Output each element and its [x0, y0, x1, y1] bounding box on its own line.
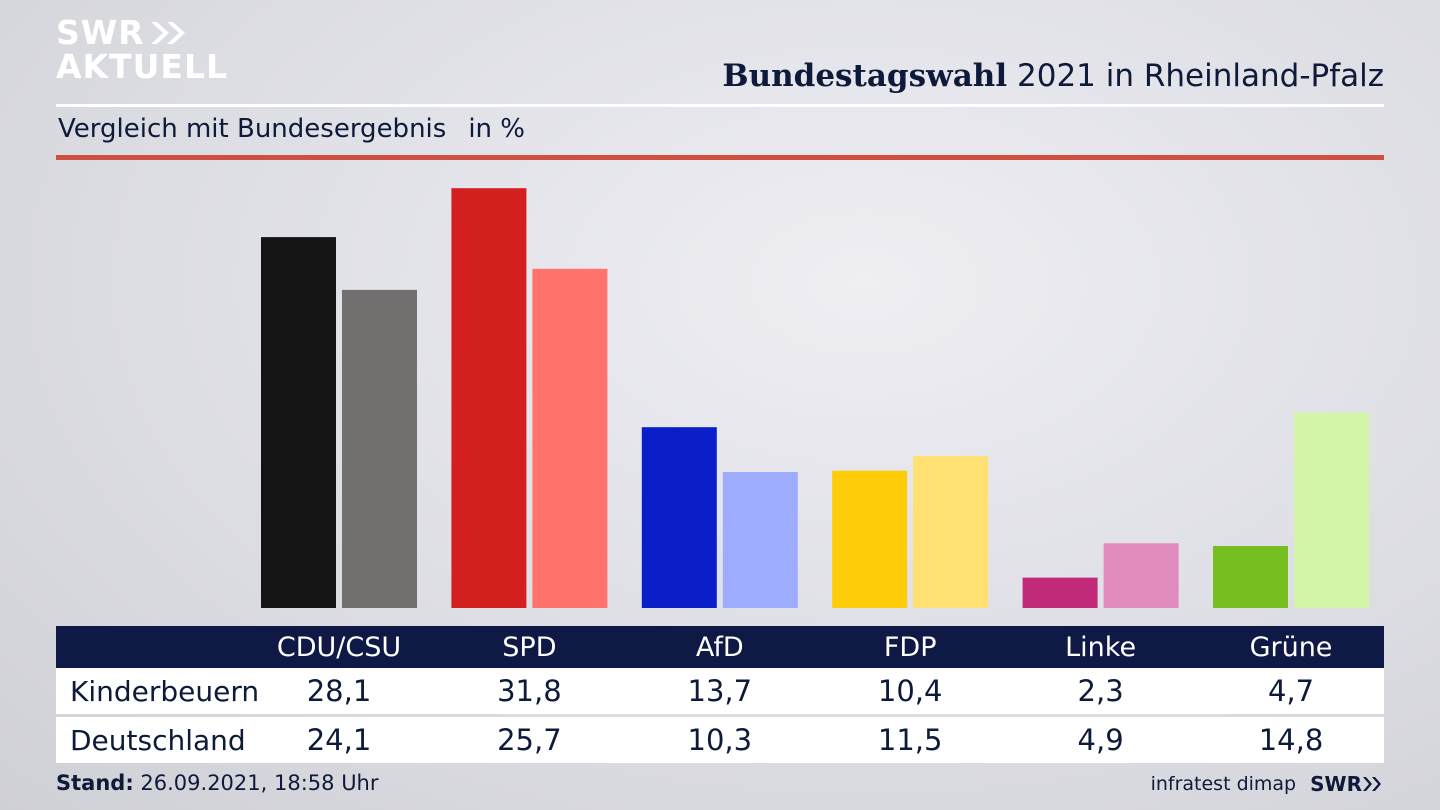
double-chevron-icon [1363, 777, 1381, 791]
bar-gr-ne-kinderbeuern [1213, 546, 1288, 608]
column-header-linke: Linke [1065, 631, 1137, 663]
subtitle-text: Vergleich mit Bundesergebnis [58, 114, 447, 144]
value-gr-ne-deutschland: 14,8 [1258, 723, 1324, 757]
title-rest: 2021 in Rheinland-Pfalz [1017, 58, 1384, 94]
column-header-fdp: FDP [883, 631, 937, 663]
value-linke-deutschland: 4,9 [1077, 723, 1124, 757]
bar-linke-kinderbeuern [1022, 577, 1098, 608]
bar-afd-kinderbeuern [641, 427, 717, 608]
header-divider [56, 104, 1384, 107]
bar-afd-deutschland [722, 472, 798, 608]
value-spd-deutschland: 25,7 [497, 723, 562, 757]
value-linke-kinderbeuern: 2,3 [1077, 674, 1124, 708]
row-label: Deutschland [70, 723, 246, 757]
value-afd-kinderbeuern: 13,7 [687, 674, 753, 708]
bar-spd-kinderbeuern [451, 188, 527, 608]
swr-aktuell-logo: SWR AKTUELL [56, 16, 228, 84]
title-bold: Bundestagswahl [722, 58, 1008, 94]
column-header-spd: SPD [502, 631, 557, 663]
table-row-deutschland: Deutschland 24,1 25,7 10,3 11,5 4,9 14,8 [56, 717, 1384, 763]
value-afd-deutschland: 10,3 [687, 723, 753, 757]
bar-chart [261, 188, 1369, 608]
bar-cdu-csu-deutschland [342, 289, 417, 608]
chart-subtitle: Vergleich mit Bundesergebnis in % [58, 114, 525, 144]
source-label: infratest dimap [1150, 773, 1297, 795]
value-fdp-kinderbeuern: 10,4 [877, 674, 943, 708]
table-row-kinderbeuern: Kinderbeuern 28,1 31,8 13,7 10,4 2,3 4,7 [56, 668, 1384, 714]
bar-fdp-kinderbeuern [832, 470, 908, 608]
bar-linke-deutschland [1103, 543, 1179, 608]
source-credit: infratest dimap SWR [1151, 772, 1384, 796]
bar-spd-deutschland [532, 268, 608, 608]
table-header: CDU/CSU SPD AfD FDP Linke Grüne [56, 626, 1384, 668]
stand-label: Stand: [56, 771, 134, 795]
stand-value: 26.09.2021, 18:58 Uhr [140, 771, 379, 795]
value-cdu-csu-kinderbeuern: 28,1 [306, 674, 372, 708]
bar-fdp-deutschland [913, 456, 989, 608]
logo-line-1: SWR [56, 13, 145, 52]
value-gr-ne-kinderbeuern: 4,7 [1267, 674, 1315, 708]
bar-gr-ne-deutschland [1294, 412, 1369, 608]
brand-mark: SWR [1310, 772, 1384, 796]
double-chevron-icon [149, 20, 189, 46]
chart-title: Bundestagswahl 2021 in Rheinland-Pfalz [722, 58, 1384, 94]
subtitle-divider [56, 155, 1384, 160]
unit-label: in % [468, 114, 525, 144]
value-spd-kinderbeuern: 31,8 [497, 674, 562, 708]
bar-cdu-csu-kinderbeuern [261, 237, 336, 608]
brand-label: SWR [1310, 772, 1362, 796]
column-header-gr-ne: Grüne [1249, 631, 1333, 663]
value-fdp-deutschland: 11,5 [877, 723, 943, 757]
column-header-afd: AfD [695, 631, 744, 663]
timestamp: Stand: 26.09.2021, 18:58 Uhr [56, 771, 379, 795]
results-table: CDU/CSU SPD AfD FDP Linke Grüne Kinderbeuern … [56, 626, 1384, 763]
row-label: Kinderbeuern [70, 674, 260, 708]
logo-line-2: AKTUELL [56, 47, 229, 86]
value-cdu-csu-deutschland: 24,1 [306, 723, 372, 757]
column-header-cdu-csu: CDU/CSU [276, 631, 402, 663]
